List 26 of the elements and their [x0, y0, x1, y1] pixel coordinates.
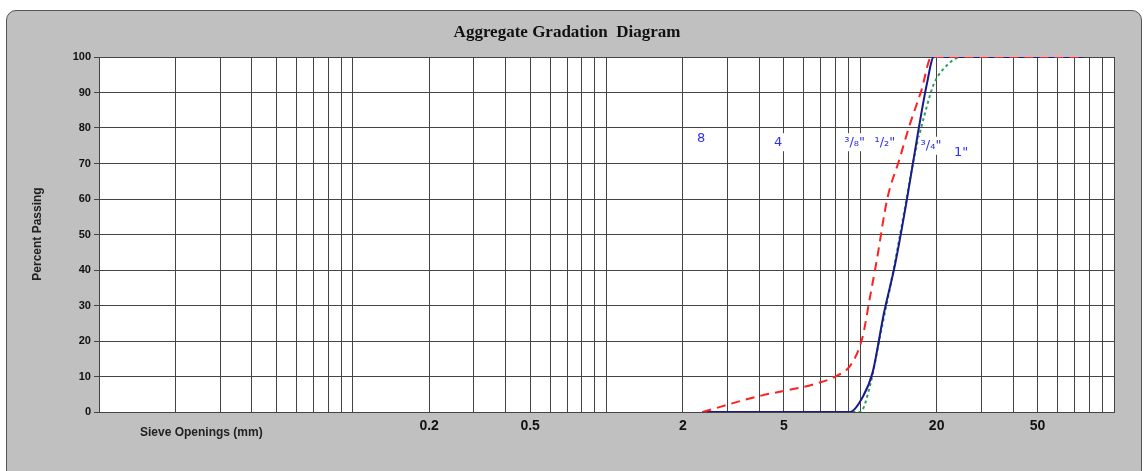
x-tick-label: 0.5: [520, 417, 541, 434]
y-tick-label: 60: [78, 192, 91, 205]
x-tick-label: 5: [779, 417, 788, 434]
y-tick-label: 50: [78, 227, 91, 240]
y-tick-label: 40: [78, 263, 91, 276]
y-tick-label: 30: [78, 298, 91, 311]
annotation: ³/₄": [920, 137, 942, 153]
y-axis-title: Percent Passing: [30, 187, 45, 281]
x-axis-title: Sieve Openings (mm): [140, 425, 263, 440]
x-tick-label: 20: [928, 417, 945, 434]
y-tick-label: 70: [78, 156, 91, 169]
y-tick-label: 90: [78, 85, 91, 98]
annotation: 1": [954, 144, 969, 160]
annotation: 4: [774, 133, 783, 149]
y-tick-label: 80: [78, 121, 91, 134]
annotation: 8: [696, 130, 706, 146]
x-tick-label: 0.2: [419, 417, 440, 434]
y-tick-label: 10: [78, 369, 91, 382]
y-tick-label: 100: [72, 50, 91, 63]
annotation: ¹/₂": [874, 133, 896, 149]
y-tick-label: 0: [84, 405, 91, 418]
x-tick-label: 50: [1029, 417, 1046, 434]
y-tick-label: 20: [78, 334, 91, 347]
x-tick-label: 2: [678, 417, 687, 434]
annotation: ³/₈": [844, 133, 865, 149]
chart-title: Aggregate Gradation Diagram: [453, 22, 681, 42]
